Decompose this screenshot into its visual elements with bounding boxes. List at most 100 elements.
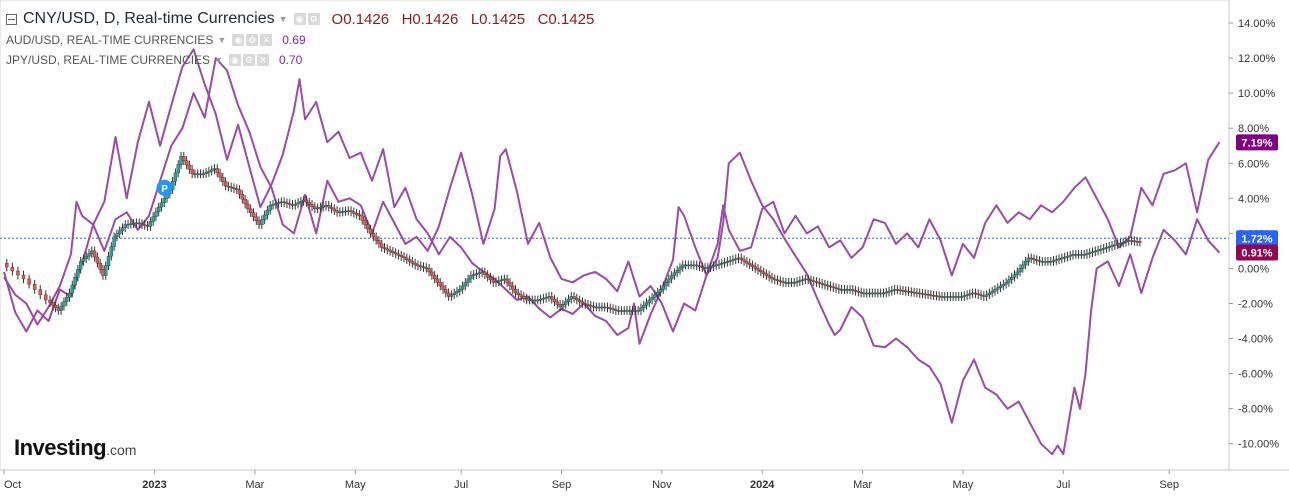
candle-body[interactable] xyxy=(814,281,819,283)
candle-body[interactable] xyxy=(207,170,211,173)
candle-body[interactable] xyxy=(106,255,111,266)
candle-body[interactable] xyxy=(725,261,730,263)
candle-body[interactable] xyxy=(594,306,599,309)
candle-body[interactable] xyxy=(265,209,270,216)
candle-body[interactable] xyxy=(926,294,930,296)
candle-body[interactable] xyxy=(630,310,635,312)
candle-body[interactable] xyxy=(290,204,295,206)
candle-body[interactable] xyxy=(455,291,459,294)
overlay-symbol-name[interactable]: JPY/USD, REAL-TIME CURRENCIES xyxy=(6,53,211,67)
candle-body[interactable] xyxy=(332,208,337,211)
candle-body[interactable] xyxy=(140,223,144,225)
candle-body[interactable] xyxy=(884,291,888,294)
candle-body[interactable] xyxy=(288,203,292,205)
chevron-down-icon[interactable]: ▼ xyxy=(278,14,288,24)
candle-body[interactable] xyxy=(644,302,649,306)
candle-body[interactable] xyxy=(552,298,557,302)
candle-body[interactable] xyxy=(616,310,621,312)
candle-body[interactable] xyxy=(324,205,328,207)
candle-body[interactable] xyxy=(1110,245,1114,247)
candle-body[interactable] xyxy=(246,203,250,210)
candle-body[interactable] xyxy=(862,292,866,295)
candle-body[interactable] xyxy=(633,310,638,312)
candle-body[interactable] xyxy=(906,291,911,293)
candle-body[interactable] xyxy=(513,289,518,294)
candle-body[interactable] xyxy=(190,169,194,174)
candle-body[interactable] xyxy=(650,297,654,301)
candle-body[interactable] xyxy=(550,296,554,300)
candle-body[interactable] xyxy=(901,290,905,292)
candle-body[interactable] xyxy=(714,264,718,267)
candle-body[interactable] xyxy=(909,291,914,293)
candle-body[interactable] xyxy=(430,271,434,276)
candle-body[interactable] xyxy=(703,267,707,269)
candle-body[interactable] xyxy=(131,223,136,225)
candle-body[interactable] xyxy=(828,285,833,288)
candle-body[interactable] xyxy=(363,220,367,225)
candle-body[interactable] xyxy=(1021,264,1025,269)
candle-body[interactable] xyxy=(563,301,568,305)
candle-body[interactable] xyxy=(338,211,342,214)
candle-body[interactable] xyxy=(642,305,646,309)
candle-body[interactable] xyxy=(285,202,289,204)
candle-body[interactable] xyxy=(307,202,311,205)
candle-body[interactable] xyxy=(876,292,880,295)
candle-body[interactable] xyxy=(198,173,203,175)
candle-body[interactable] xyxy=(658,289,663,293)
candle-body[interactable] xyxy=(1051,260,1056,262)
candle-body[interactable] xyxy=(739,257,743,260)
candle-body[interactable] xyxy=(1018,268,1022,273)
candle-body[interactable] xyxy=(948,296,953,298)
candle-body[interactable] xyxy=(536,299,540,302)
candle-body[interactable] xyxy=(555,301,560,305)
candle-body[interactable] xyxy=(32,284,37,290)
candle-body[interactable] xyxy=(301,199,306,202)
candle-body[interactable] xyxy=(223,181,228,187)
candle-body[interactable] xyxy=(407,259,412,262)
candle-body[interactable] xyxy=(360,215,364,221)
candle-body[interactable] xyxy=(873,292,877,295)
eye-icon[interactable]: ◉ xyxy=(293,13,306,25)
candle-body[interactable] xyxy=(497,280,501,282)
candle-body[interactable] xyxy=(1001,284,1006,287)
candle-body[interactable] xyxy=(597,306,601,309)
candle-body[interactable] xyxy=(586,304,590,306)
candle-body[interactable] xyxy=(979,294,983,296)
candle-body[interactable] xyxy=(438,282,442,287)
candle-body[interactable] xyxy=(728,260,732,262)
candle-body[interactable] xyxy=(831,286,835,289)
candle-body[interactable] xyxy=(1127,240,1131,242)
candle-body[interactable] xyxy=(229,186,233,189)
candle-body[interactable] xyxy=(117,230,122,235)
candle-body[interactable] xyxy=(1129,240,1134,242)
candle-body[interactable] xyxy=(600,306,604,309)
candle-body[interactable] xyxy=(851,289,855,291)
candle-body[interactable] xyxy=(1096,249,1100,252)
candle-body[interactable] xyxy=(1068,255,1072,257)
candle-body[interactable] xyxy=(589,305,593,307)
candle-body[interactable] xyxy=(134,222,139,225)
candle-body[interactable] xyxy=(5,262,9,268)
candle-body[interactable] xyxy=(44,294,48,301)
candle-body[interactable] xyxy=(405,257,409,260)
candle-body[interactable] xyxy=(806,278,810,281)
candle-body[interactable] xyxy=(16,270,20,276)
candle-body[interactable] xyxy=(786,282,791,284)
candle-body[interactable] xyxy=(296,202,300,205)
candle-body[interactable] xyxy=(823,284,827,286)
candle-body[interactable] xyxy=(639,307,643,311)
candle-body[interactable] xyxy=(343,210,348,213)
candle-body[interactable] xyxy=(474,273,479,275)
candle-body[interactable] xyxy=(62,301,66,307)
candle-body[interactable] xyxy=(775,279,780,282)
candle-body[interactable] xyxy=(954,296,958,298)
candle-body[interactable] xyxy=(669,275,674,280)
candle-body[interactable] xyxy=(87,253,91,257)
candle-body[interactable] xyxy=(940,296,944,298)
candle-body[interactable] xyxy=(945,296,950,298)
chevron-down-icon[interactable]: ▼ xyxy=(217,35,227,45)
candle-body[interactable] xyxy=(915,292,919,294)
candle-body[interactable] xyxy=(541,298,546,300)
candle-body[interactable] xyxy=(209,169,214,172)
candle-body[interactable] xyxy=(120,227,125,231)
